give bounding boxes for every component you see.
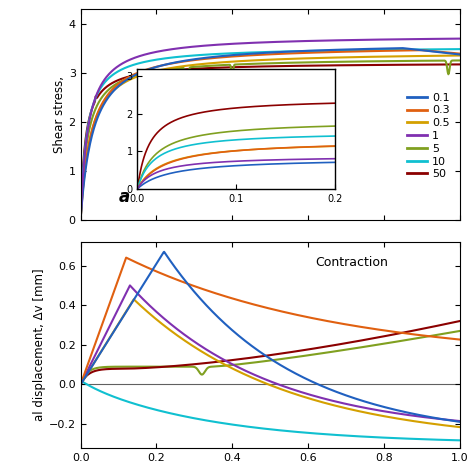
Text: Contraction: Contraction	[316, 256, 389, 269]
Text: a: a	[118, 188, 130, 206]
Legend: 0.1, 0.3, 0.5, 1, 5, 10, 50: 0.1, 0.3, 0.5, 1, 5, 10, 50	[402, 88, 454, 184]
Y-axis label: al displacement, Δv [mm]: al displacement, Δv [mm]	[33, 269, 46, 421]
Y-axis label: Shear stress,: Shear stress,	[53, 76, 66, 154]
